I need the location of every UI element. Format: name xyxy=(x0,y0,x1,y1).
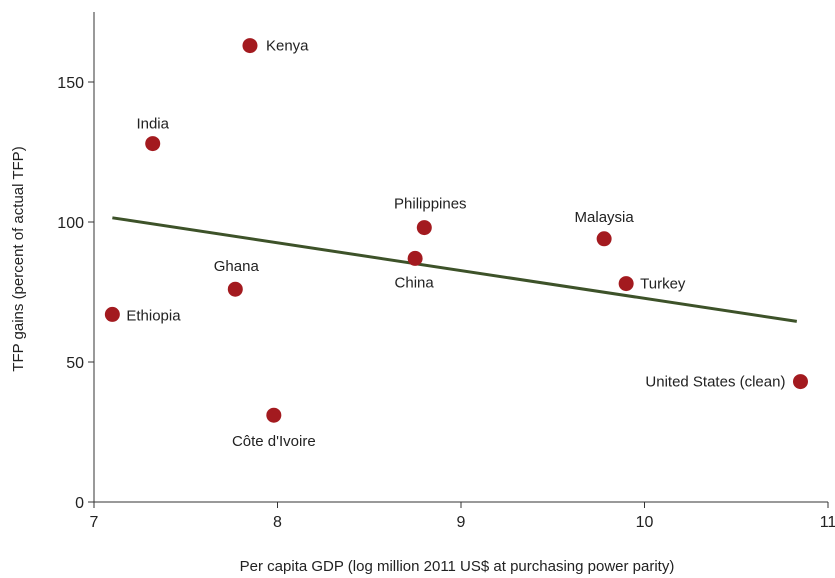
point-labels: Kenya India Philippines Malaysia China Turkey… xyxy=(126,38,785,451)
data-point xyxy=(596,231,612,247)
point-label: Kenya xyxy=(266,38,309,55)
x-tick-label: 10 xyxy=(636,514,654,531)
data-point xyxy=(242,38,258,54)
point-label: Turkey xyxy=(640,276,686,293)
data-point xyxy=(407,250,423,266)
x-tick-label: 8 xyxy=(273,514,282,531)
data-point xyxy=(104,306,120,322)
y-axis-title: TFP gains (percent of actual TFP) xyxy=(10,146,27,371)
y-ticks: 0 50 100 150 xyxy=(57,75,94,512)
axes xyxy=(93,12,828,503)
point-label: Philippines xyxy=(394,196,467,213)
point-label: Côte d'Ivoire xyxy=(232,433,316,450)
y-tick-label: 50 xyxy=(66,355,84,372)
x-axis-title: Per capita GDP (log million 2011 US$ at … xyxy=(240,558,675,575)
trend-line xyxy=(112,216,798,323)
y-tick-label: 0 xyxy=(75,495,84,512)
data-point xyxy=(145,136,161,152)
x-tick-label: 7 xyxy=(90,514,99,531)
data-point xyxy=(618,276,634,292)
point-label: Ethiopia xyxy=(126,307,181,324)
data-points xyxy=(104,38,808,423)
point-label: United States (clean) xyxy=(645,374,785,391)
data-point xyxy=(227,281,243,297)
x-tick-label: 11 xyxy=(820,514,835,531)
x-ticks: 7 8 9 10 11 xyxy=(90,502,835,531)
y-tick-label: 150 xyxy=(57,75,84,92)
point-label: Ghana xyxy=(214,258,260,275)
data-point xyxy=(416,220,432,236)
data-point xyxy=(792,374,808,390)
point-label: India xyxy=(136,116,169,133)
data-point xyxy=(266,407,282,423)
point-label: China xyxy=(395,274,435,291)
y-tick-label: 100 xyxy=(57,215,84,232)
point-label: Malaysia xyxy=(575,209,635,226)
x-tick-label: 9 xyxy=(457,514,466,531)
